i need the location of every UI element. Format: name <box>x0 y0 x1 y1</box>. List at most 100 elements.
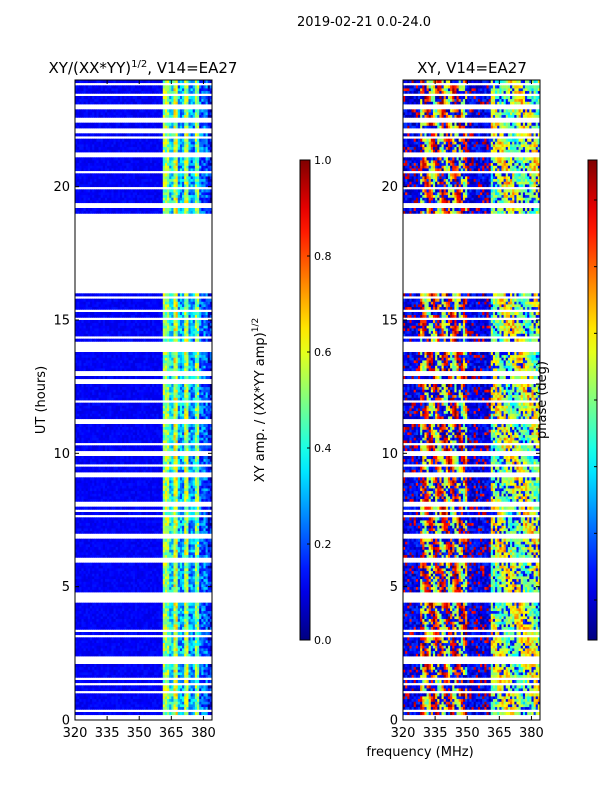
heatmap-cell <box>203 578 206 582</box>
heatmap-cell <box>139 525 142 529</box>
heatmap-cell <box>197 616 200 620</box>
heatmap-cell <box>158 573 162 577</box>
heatmap-cell <box>156 578 159 582</box>
heatmap-cell <box>164 701 168 705</box>
heatmap-cell <box>128 674 132 678</box>
heatmap-cell <box>156 496 159 500</box>
heatmap-cell <box>186 512 189 516</box>
heatmap-cell <box>132 650 136 654</box>
heatmap-cell <box>92 680 95 684</box>
heatmap-cell <box>177 626 181 630</box>
heatmap-cell <box>115 666 119 670</box>
heatmap-cell <box>130 544 134 548</box>
heatmap-cell <box>139 640 142 644</box>
heatmap-cell <box>169 573 172 577</box>
heatmap-cell <box>75 648 78 652</box>
heatmap-cell <box>207 674 211 678</box>
heatmap-cell <box>107 666 110 670</box>
heatmap-cell <box>167 512 170 516</box>
heatmap-cell <box>158 704 162 708</box>
heatmap-cell <box>89 517 93 521</box>
heatmap-cell <box>184 680 187 684</box>
heatmap-cell <box>194 512 198 516</box>
heatmap-cell <box>137 642 140 646</box>
heatmap-cell <box>134 664 138 668</box>
heatmap-cell <box>207 512 211 516</box>
heatmap-cell <box>79 589 82 593</box>
heatmap-cell <box>122 496 125 500</box>
heatmap-cell <box>205 613 209 617</box>
heatmap-cell <box>207 605 211 609</box>
heatmap-cell <box>124 554 127 558</box>
heatmap-cell <box>179 664 183 668</box>
heatmap-cell <box>132 613 136 617</box>
heatmap-cell <box>104 522 108 526</box>
heatmap-cell <box>98 528 102 532</box>
heatmap-cell <box>130 512 134 516</box>
heatmap-cell <box>139 482 142 486</box>
heatmap-cell <box>177 517 181 521</box>
heatmap-cell <box>143 669 147 673</box>
heatmap-cell <box>145 680 149 684</box>
heatmap-cell <box>115 680 119 684</box>
heatmap-cell <box>130 669 134 673</box>
heatmap-cell <box>167 669 170 673</box>
heatmap-cell <box>173 624 177 628</box>
heatmap-cell <box>130 688 134 692</box>
heatmap-cell <box>207 624 211 628</box>
heatmap-cell <box>169 698 172 702</box>
heatmap-cell <box>171 565 174 569</box>
heatmap-cell <box>94 616 97 620</box>
heatmap-cell <box>177 568 181 572</box>
heatmap-cell <box>203 642 206 646</box>
heatmap-cell <box>75 624 78 628</box>
heatmap-cell <box>149 576 153 580</box>
heatmap-cell <box>186 496 189 500</box>
heatmap-cell <box>124 680 127 684</box>
heatmap-cell <box>154 666 157 670</box>
heatmap-cell <box>134 674 138 678</box>
heatmap-cell <box>96 704 99 708</box>
heatmap-cell <box>111 562 114 566</box>
heatmap-cell <box>154 664 157 668</box>
heatmap-cell <box>107 544 110 548</box>
heatmap-cell <box>188 525 191 529</box>
heatmap-cell <box>186 712 189 716</box>
heatmap-cell <box>134 589 138 593</box>
heatmap-cell <box>104 637 108 641</box>
heatmap-cell <box>169 570 172 574</box>
heatmap-cell <box>96 605 99 609</box>
heatmap-cell <box>158 648 162 652</box>
heatmap-cell <box>111 541 114 545</box>
heatmap-cell <box>124 552 127 556</box>
heatmap-cell <box>182 624 185 628</box>
heatmap-cell <box>87 712 91 716</box>
heatmap-cell <box>173 498 177 502</box>
heatmap-cell <box>175 712 179 716</box>
heatmap-cell <box>207 680 211 684</box>
heatmap-cell <box>104 672 108 676</box>
heatmap-cell <box>111 605 114 609</box>
heatmap-cell <box>113 496 117 500</box>
heatmap-cell <box>186 626 189 630</box>
heatmap-cell <box>160 618 164 622</box>
heatmap-cell <box>162 570 166 574</box>
heatmap-cell <box>77 552 80 556</box>
heatmap-cell <box>201 645 204 649</box>
heatmap-cell <box>107 653 110 657</box>
heatmap-cell <box>143 698 147 702</box>
heatmap-cell <box>171 586 174 590</box>
heatmap-cell <box>156 549 159 553</box>
heatmap-cell <box>139 528 142 532</box>
heatmap-cell <box>162 552 166 556</box>
heatmap-cell <box>188 650 191 654</box>
heatmap-cell <box>171 696 174 700</box>
heatmap-cell <box>209 698 213 702</box>
heatmap-cell <box>115 512 119 516</box>
heatmap-cell <box>96 645 99 649</box>
heatmap-cell <box>130 496 134 500</box>
heatmap-cell <box>194 650 198 654</box>
heatmap-cell <box>126 584 129 588</box>
heatmap-cell <box>77 485 80 489</box>
heatmap-cell <box>115 672 119 676</box>
